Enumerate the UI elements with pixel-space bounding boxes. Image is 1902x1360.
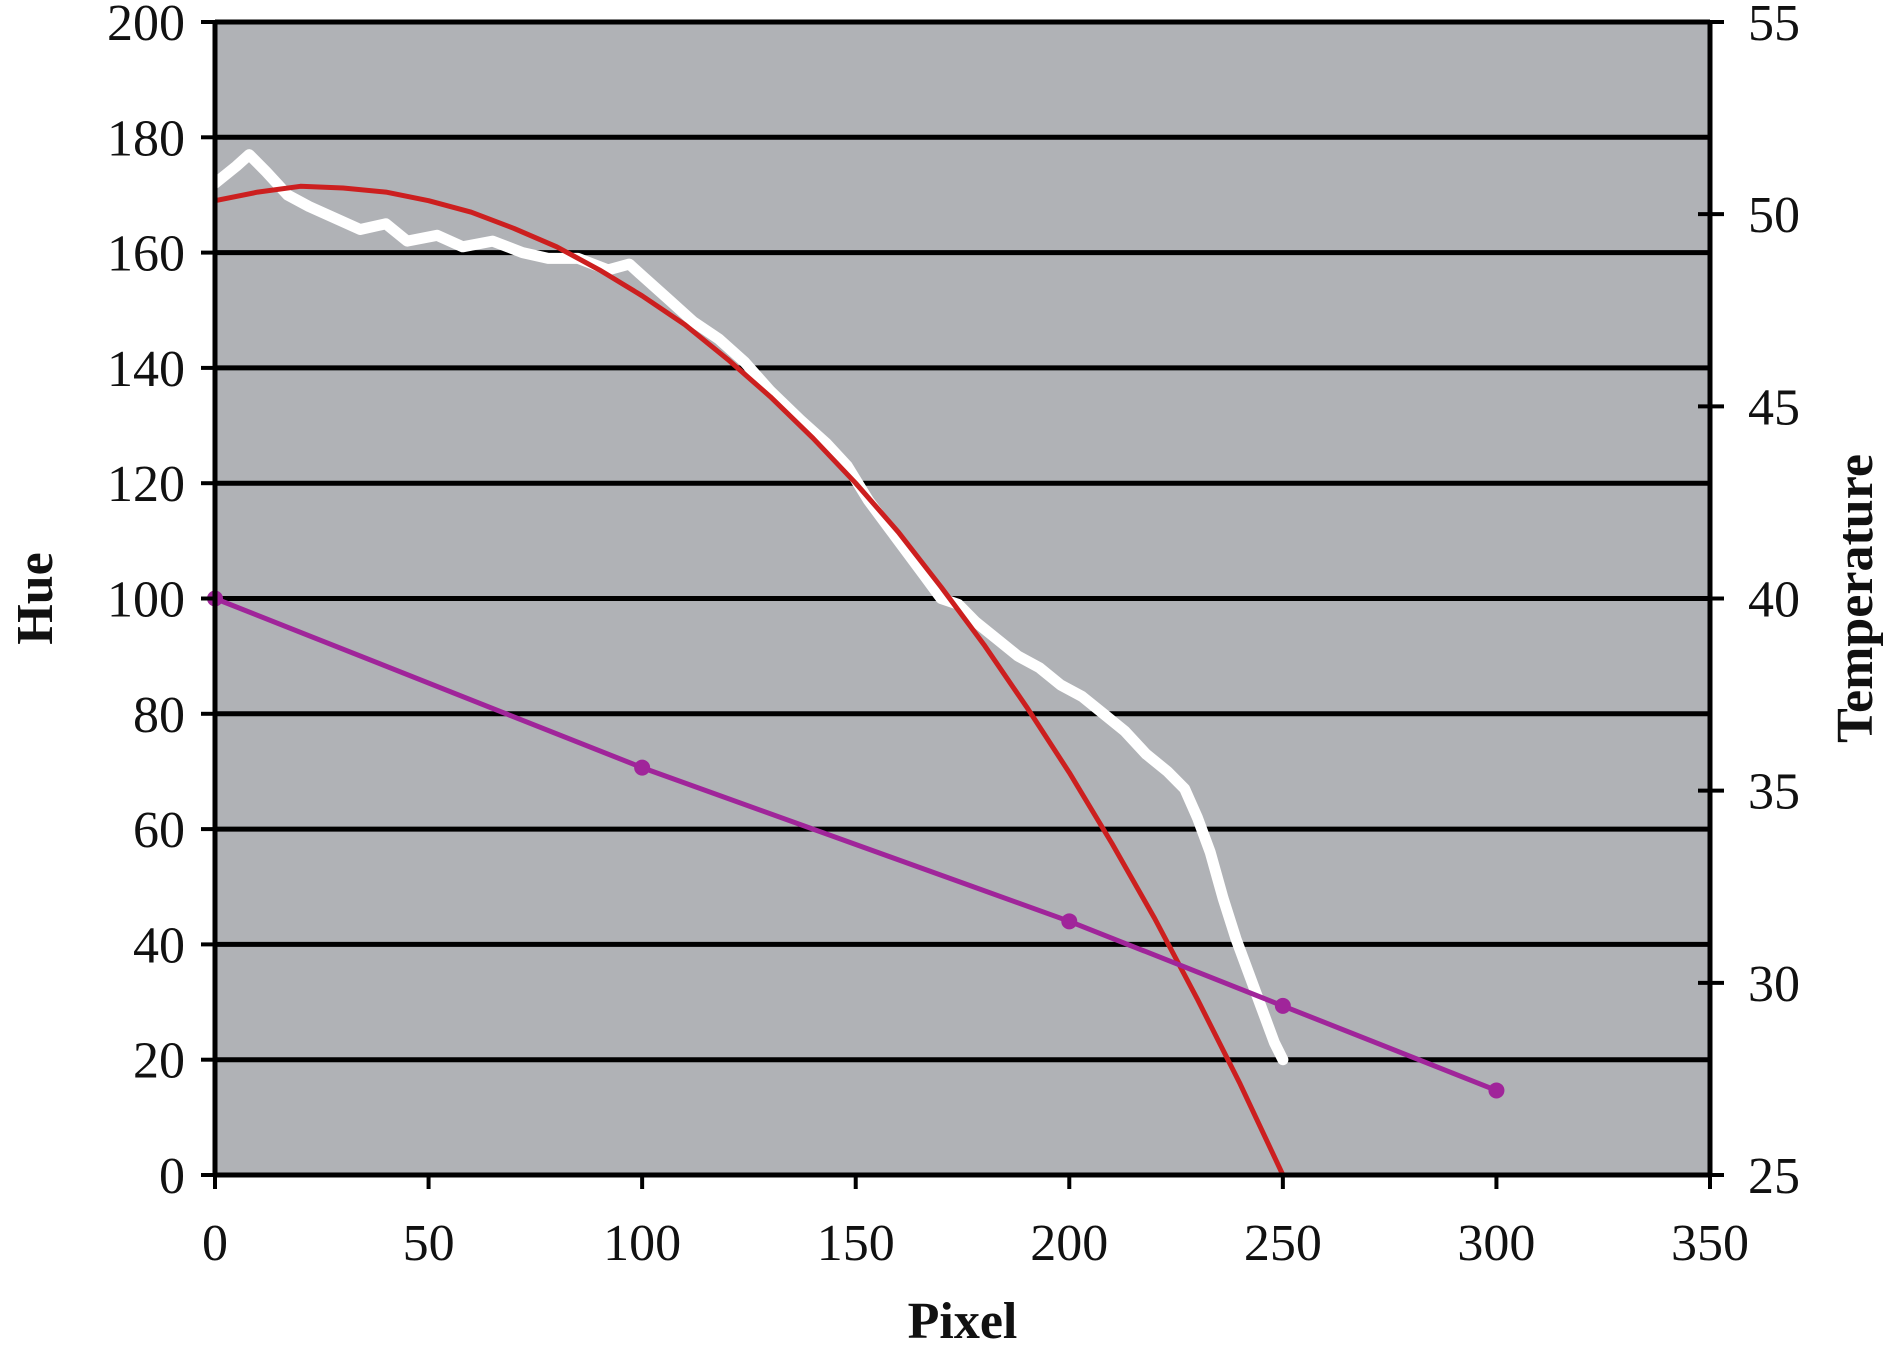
x-tick-label-0: 0: [202, 1215, 228, 1272]
y-tick-label-20: 20: [133, 1033, 185, 1090]
series-2-point-1: [634, 759, 651, 776]
tick-labels: 0 50 100 150 200 250 300 350 0 20 40 60 80 100 120 140 1…: [107, 0, 1800, 1272]
x-axis-title: Pixel: [908, 1293, 1018, 1350]
y-tick-label-40: 40: [133, 917, 185, 974]
y-tick-label-0: 0: [159, 1148, 185, 1205]
y2-axis-title: Temperature: [1827, 454, 1884, 743]
y-axis-title: Hue: [7, 552, 64, 644]
y-tick-label-60: 60: [133, 802, 185, 859]
y-tick-label-160: 160: [107, 226, 185, 283]
series-2-point-3: [1274, 997, 1291, 1014]
x-tick-label-300: 300: [1457, 1215, 1535, 1272]
y2-tick-label-55: 55: [1748, 0, 1800, 52]
series-line-0: [209, 149, 1289, 1066]
y-tick-label-200: 200: [107, 0, 185, 52]
series-line-1: [212, 183, 1286, 1178]
series-2-point-2: [1061, 913, 1078, 930]
x-tick-label-150: 150: [817, 1215, 895, 1272]
axes: [201, 20, 1724, 1189]
y-tick-label-100: 100: [107, 572, 185, 629]
x-tick-label-350: 350: [1671, 1215, 1749, 1272]
x-tick-label-200: 200: [1030, 1215, 1108, 1272]
y2-tick-label-30: 30: [1748, 956, 1800, 1013]
gridlines: [215, 19, 1710, 1063]
y2-tick-label-35: 35: [1748, 764, 1800, 821]
y-tick-label-120: 120: [107, 456, 185, 513]
y2-tick-label-45: 45: [1748, 379, 1800, 436]
x-tick-label-50: 50: [403, 1215, 455, 1272]
y-tick-label-180: 180: [107, 110, 185, 167]
y-tick-label-140: 140: [107, 341, 185, 398]
series-2-point-4: [1488, 1082, 1505, 1099]
series-layer: [207, 149, 1505, 1178]
y-tick-label-80: 80: [133, 687, 185, 744]
y2-tick-label-50: 50: [1748, 187, 1800, 244]
x-tick-label-100: 100: [603, 1215, 681, 1272]
y2-tick-label-25: 25: [1748, 1148, 1800, 1205]
y2-tick-label-40: 40: [1748, 572, 1800, 629]
x-tick-label-250: 250: [1244, 1215, 1322, 1272]
